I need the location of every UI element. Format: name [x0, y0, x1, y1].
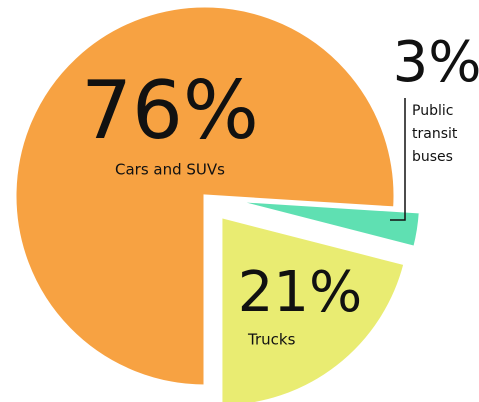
leader-line — [390, 98, 406, 221]
slice-label: Cars and SUVs — [115, 161, 225, 179]
pie-slice — [219, 214, 407, 402]
slice-label: Public transit buses — [412, 103, 458, 165]
value-label: 76% — [81, 64, 259, 157]
value-label: 3% — [393, 30, 479, 95]
slice-label: Trucks — [247, 331, 296, 349]
value-label: 21% — [238, 260, 362, 325]
pie-slice — [13, 4, 397, 388]
pie-slice — [230, 198, 422, 250]
